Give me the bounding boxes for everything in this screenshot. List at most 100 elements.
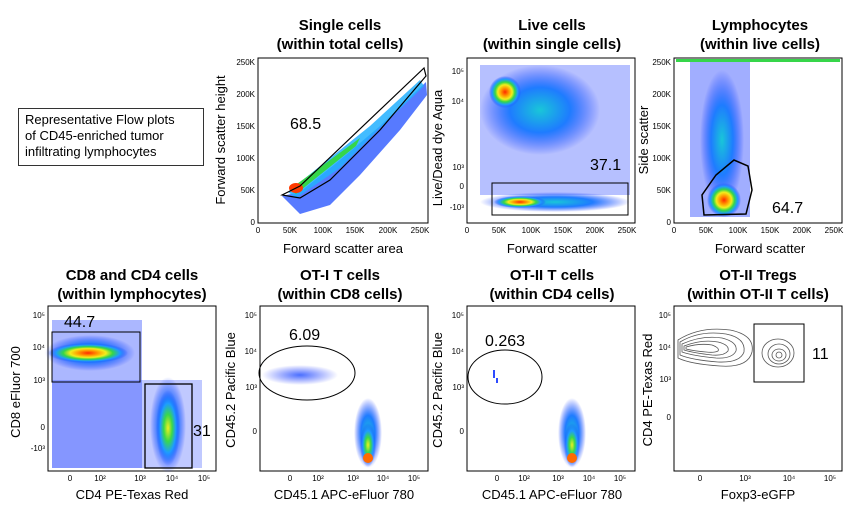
y-tick-label: 10⁵ — [33, 311, 45, 320]
x-tick-label: 10³ — [552, 474, 564, 483]
y-tick-label: 10⁴ — [452, 347, 465, 356]
panel-title: OT-II Tregs — [719, 267, 797, 284]
density-peak — [567, 453, 577, 463]
x-tick-label: 10² — [312, 474, 324, 483]
y-tick-label: 10⁴ — [245, 347, 258, 356]
y-axis-label: Side scatter — [636, 105, 651, 174]
y-axis: 0 10³ 10⁴ 10⁵ CD45.2 Pacific Blue — [223, 311, 258, 448]
gate-cd8 — [51, 331, 141, 383]
contour-line — [677, 328, 753, 367]
gate — [491, 182, 629, 216]
x-axis: 0 50K 100K 150K 200K 250K Forward scatte… — [465, 226, 637, 256]
x-tick-label: 10⁴ — [377, 474, 390, 483]
panel-title: Single cells — [299, 17, 382, 34]
y-tick-label: 200K — [652, 90, 671, 99]
y-axis-label: CD4 PE-Texas Red — [640, 334, 655, 447]
contour-line — [683, 340, 729, 356]
x-tick-label: 100K — [729, 226, 748, 235]
contour-line — [771, 348, 787, 362]
density-peak — [494, 196, 546, 208]
x-axis: 0 50K 100K 150K 200K 250K Forward scatte… — [256, 226, 430, 256]
y-tick-label: 10³ — [659, 375, 671, 384]
x-tick-label: 0 — [495, 474, 500, 483]
x-tick-label: 10² — [94, 474, 106, 483]
x-tick-label: 50K — [699, 226, 714, 235]
contour-line — [775, 351, 783, 359]
y-tick-label: 10³ — [245, 383, 257, 392]
panel-title: CD8 and CD4 cells — [66, 267, 199, 284]
panel-title: OT-II T cells — [510, 267, 594, 284]
y-tick-label: 0 — [251, 218, 256, 227]
panel-ot-ii-tregs: OT-II Tregs (within OT-II T cells) 11 0 — [640, 267, 843, 502]
saturation-band — [676, 59, 840, 62]
density-band-hot — [290, 138, 360, 194]
y-tick-label: 200K — [236, 90, 255, 99]
annotation-line: infiltrating lymphocytes — [25, 144, 157, 159]
gate-percent: 11 — [812, 346, 829, 363]
y-tick-label: 0 — [41, 423, 46, 432]
x-tick-label: 10⁴ — [583, 474, 596, 483]
y-tick-label: 10³ — [33, 376, 45, 385]
panel-ot-ii: OT-II T cells (within CD4 cells) 0.263 0… — [430, 267, 636, 502]
x-tick-label: 0 — [698, 474, 703, 483]
y-tick-label: 100K — [236, 154, 255, 163]
plot-area: 68.5 — [257, 57, 429, 224]
density-peak — [156, 390, 180, 466]
x-tick-label: 200K — [586, 226, 605, 235]
panel-title: (within CD4 cells) — [489, 286, 614, 303]
x-tick-label: 150K — [346, 226, 365, 235]
contour-lines — [677, 328, 753, 367]
x-tick-label: 150K — [761, 226, 780, 235]
gate — [258, 345, 356, 401]
y-axis: 0 10³ 10⁴ 10⁵ CD4 PE-Texas Red — [640, 311, 672, 446]
y-tick-label: 10³ — [452, 383, 464, 392]
x-axis: 0 10³ 10⁴ 10⁵ Foxp3-eGFP — [698, 474, 836, 502]
panel-title: (within single cells) — [483, 36, 621, 53]
x-tick-label: 0 — [465, 226, 470, 235]
plot-area: 6.09 — [258, 305, 429, 472]
x-tick-label: 10⁵ — [408, 474, 420, 483]
y-tick-label: 50K — [657, 186, 672, 195]
x-tick-label: 200K — [379, 226, 398, 235]
contour-line — [761, 338, 795, 368]
panel-single-cells: Single cells (within total cells) 68.5 0… — [213, 17, 430, 256]
x-tick-label: 10⁵ — [198, 474, 210, 483]
x-tick-label: 10⁵ — [614, 474, 626, 483]
y-tick-label: 250K — [236, 58, 255, 67]
y-axis-label: CD45.2 Pacific Blue — [223, 332, 238, 448]
y-tick-label: 150K — [652, 122, 671, 131]
x-axis-label: Foxp3-eGFP — [721, 487, 795, 502]
gate-cd4 — [144, 383, 193, 469]
plot-frame — [259, 305, 429, 472]
x-tick-label: 10⁵ — [824, 474, 836, 483]
x-tick-label: 250K — [618, 226, 637, 235]
density-peak — [48, 343, 128, 363]
annotation-line: of CD45-enriched tumor — [25, 128, 164, 143]
y-tick-label: 50K — [241, 186, 256, 195]
plot-area: 0.263 — [466, 305, 636, 472]
y-axis: 0 10³ 10⁴ 10⁵ CD45.2 Pacific Blue — [430, 311, 465, 448]
y-tick-label: 10⁵ — [452, 311, 464, 320]
panel-title: (within OT-II T cells) — [687, 286, 829, 303]
y-tick-label: 10⁴ — [33, 343, 46, 352]
y-tick-label: 10⁵ — [452, 67, 464, 76]
x-axis: 0 10² 10³ 10⁴ 10⁵ CD45.1 APC-eFluor 780 — [482, 474, 626, 502]
plot-area: 11 — [673, 305, 843, 472]
plot-area: 37.1 — [466, 57, 636, 224]
contour-line — [681, 336, 737, 359]
contour-line — [767, 343, 791, 365]
x-tick-label: 250K — [825, 226, 844, 235]
density-peak — [363, 453, 373, 463]
x-tick-label: 250K — [411, 226, 430, 235]
x-tick-label: 100K — [522, 226, 541, 235]
x-tick-label: 0 — [288, 474, 293, 483]
x-axis: 0 10² 10³ 10⁴ 10⁵ CD45.1 APC-eFluor 780 — [274, 474, 420, 502]
y-tick-label: 250K — [652, 58, 671, 67]
y-tick-label: 150K — [236, 122, 255, 131]
panel-title: (within CD8 cells) — [277, 286, 402, 303]
gate — [701, 159, 753, 216]
y-tick-label: 10⁵ — [245, 311, 257, 320]
y-tick-label: 0 — [460, 427, 465, 436]
y-axis-label: Forward scatter height — [213, 75, 228, 205]
x-axis-label: Forward scatter — [715, 241, 806, 256]
